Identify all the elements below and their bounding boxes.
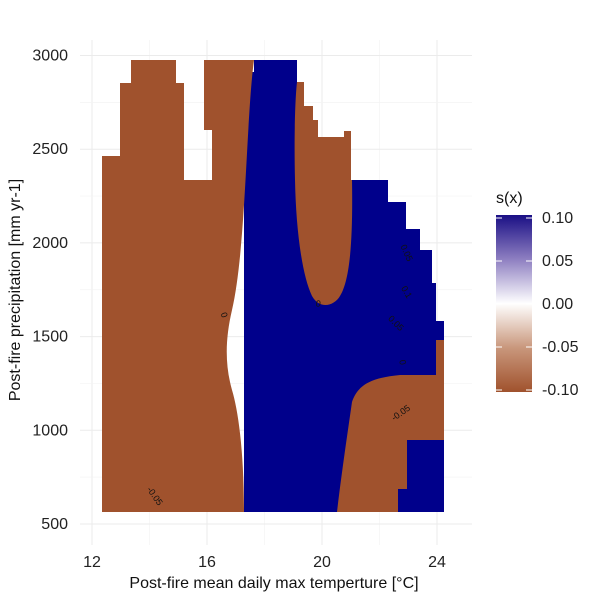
contour-label: 0	[315, 298, 322, 309]
contour-label: 0	[397, 359, 408, 366]
x-tick-label: 12	[83, 554, 101, 571]
surface-negative-left	[102, 60, 254, 512]
contour-label: 0	[219, 311, 230, 319]
x-axis-title: Post-fire mean daily max temperture [°C]	[129, 575, 418, 592]
y-tick-label: 1000	[32, 422, 68, 439]
y-axis-title: Post-fire precipitation [mm yr-1]	[7, 179, 24, 401]
x-tick-label: 16	[198, 554, 216, 571]
surface-negative-right	[337, 321, 444, 512]
legend-title: s(x)	[496, 190, 523, 207]
smooth-surface	[102, 60, 444, 512]
legend-label: 0.05	[542, 253, 573, 270]
legend-label: -0.05	[542, 339, 579, 356]
y-tick-label: 3000	[32, 48, 68, 65]
legend-label: 0.00	[542, 296, 573, 313]
surface-positive-right-strip	[436, 321, 444, 340]
legend-label: 0.10	[542, 210, 573, 227]
y-tick-label: 2000	[32, 235, 68, 252]
x-tick-label: 24	[428, 554, 446, 571]
y-tick-label: 1500	[32, 329, 68, 346]
x-tick-label: 20	[313, 554, 331, 571]
surface-negative-tongue	[294, 82, 353, 306]
y-tick-label: 2500	[32, 141, 68, 158]
y-tick-label: 500	[41, 516, 68, 533]
axes: 12 16 20 24 500 1000 1500 2000 2500 3000	[32, 48, 446, 572]
legend: s(x) 0.10 0.05 0.00 -0.05 -0.10	[496, 190, 579, 399]
legend-label: -0.10	[542, 382, 579, 399]
